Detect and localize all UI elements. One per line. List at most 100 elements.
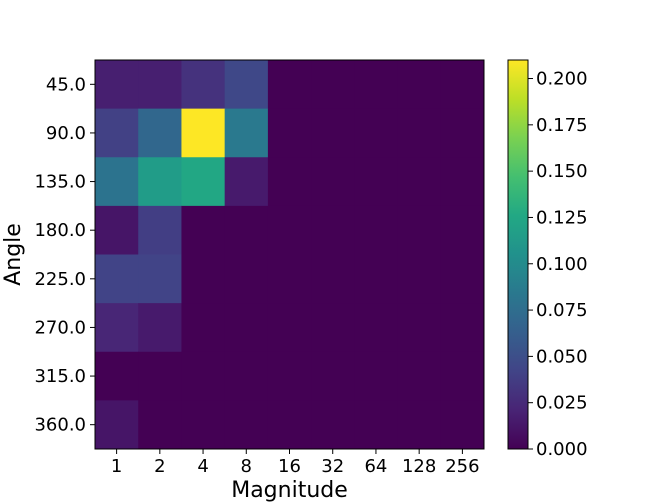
- heatmap-cell: [224, 254, 269, 304]
- colorbar-gradient: [508, 60, 528, 449]
- heatmap-cell: [95, 157, 139, 207]
- heatmap-cell: [311, 400, 355, 450]
- y-tick-label: 270.0: [34, 317, 86, 338]
- heatmap-cell: [224, 400, 269, 450]
- heatmap-cell: [311, 157, 355, 207]
- heatmap-cell: [397, 60, 442, 110]
- heatmap-cell: [397, 400, 442, 450]
- y-tick-label: 180.0: [34, 220, 86, 241]
- colorbar-tick-label: 0.200: [536, 69, 588, 90]
- heatmap-cell: [95, 108, 139, 158]
- heatmap-cell: [311, 108, 355, 158]
- colorbar-tick-label: 0.150: [536, 161, 588, 182]
- heatmap-cell: [397, 157, 442, 207]
- heatmap-cell: [95, 254, 139, 304]
- heatmap-cell: [267, 303, 312, 353]
- heatmap-cell: [138, 108, 182, 158]
- heatmap-cell: [95, 205, 139, 255]
- heatmap-cell: [267, 60, 312, 110]
- heatmap-cell: [267, 205, 312, 255]
- heatmap-cell: [181, 108, 226, 158]
- heatmap-cell: [354, 351, 399, 401]
- x-tick-label: 128: [402, 456, 436, 477]
- heatmap-cell: [224, 108, 269, 158]
- heatmap-cell: [181, 303, 226, 353]
- heatmap-cell: [267, 400, 312, 450]
- colorbar: 0.000 0.025 0.050 0.075 0.100 0.125 0.150 0.175…: [507, 59, 588, 460]
- heatmap-cell: [138, 157, 182, 207]
- x-axis: 1 2 4 8 16 32 64 128 256: [111, 449, 480, 477]
- heatmap-cell: [397, 351, 442, 401]
- heatmap-cell: [138, 400, 182, 450]
- heatmap-cell: [181, 254, 226, 304]
- colorbar-tick-label: 0.125: [536, 207, 588, 228]
- x-tick-label: 32: [321, 456, 344, 477]
- x-tick-label: 8: [241, 456, 252, 477]
- heatmap-cell: [354, 205, 399, 255]
- heatmap-cell: [181, 351, 226, 401]
- heatmap-cell: [440, 157, 485, 207]
- heatmap-cell: [440, 60, 485, 110]
- y-tick-label: 315.0: [34, 366, 86, 387]
- heatmap-cell: [224, 351, 269, 401]
- heatmap-cell: [95, 351, 139, 401]
- heatmap-cell: [181, 60, 226, 110]
- x-tick-label: 16: [278, 456, 301, 477]
- heatmap-cell: [267, 108, 312, 158]
- y-tick-label: 90.0: [46, 123, 86, 144]
- heatmap-cell: [181, 400, 226, 450]
- heatmap-cells: [95, 60, 485, 450]
- colorbar-tick-label: 0.025: [536, 393, 588, 414]
- y-axis: 45.0 90.0 135.0 180.0 225.0 270.0 315.0 360.0: [34, 74, 95, 436]
- heatmap-cell: [311, 60, 355, 110]
- y-tick-label: 225.0: [34, 269, 86, 290]
- heatmap-cell: [311, 205, 355, 255]
- heatmap-cell: [440, 108, 485, 158]
- heatmap-cell: [267, 254, 312, 304]
- y-tick-label: 135.0: [34, 172, 86, 193]
- heatmap-cell: [311, 303, 355, 353]
- heatmap-cell: [138, 303, 182, 353]
- colorbar-tick-label: 0.175: [536, 115, 588, 136]
- heatmap-cell: [267, 351, 312, 401]
- heatmap-cell: [181, 205, 226, 255]
- heatmap-cell: [354, 157, 399, 207]
- heatmap-cell: [354, 303, 399, 353]
- heatmap-cell: [397, 205, 442, 255]
- heatmap-cell: [95, 60, 139, 110]
- heatmap-cell: [311, 254, 355, 304]
- x-tick-label: 2: [154, 456, 165, 477]
- heatmap-cell: [354, 108, 399, 158]
- heatmap-cell: [224, 60, 269, 110]
- heatmap-cell: [311, 351, 355, 401]
- heatmap-cell: [224, 205, 269, 255]
- x-axis-label: Magnitude: [231, 478, 348, 503]
- colorbar-tick-label: 0.000: [536, 439, 588, 460]
- heatmap-cell: [138, 205, 182, 255]
- y-axis-label: Angle: [1, 223, 26, 286]
- heatmap-cell: [440, 254, 485, 304]
- y-tick-label: 45.0: [46, 74, 86, 95]
- x-tick-label: 4: [197, 456, 208, 477]
- heatmap-cell: [354, 254, 399, 304]
- heatmap-cell: [138, 60, 182, 110]
- heatmap-cell: [138, 351, 182, 401]
- heatmap-cell: [95, 400, 139, 450]
- x-tick-label: 1: [111, 456, 122, 477]
- heatmap-cell: [397, 254, 442, 304]
- x-tick-label: 64: [364, 456, 387, 477]
- heatmap-cell: [224, 303, 269, 353]
- heatmap-cell: [181, 157, 226, 207]
- colorbar-tick-label: 0.050: [536, 346, 588, 367]
- colorbar-tick-label: 0.100: [536, 254, 588, 275]
- heatmap-cell: [397, 108, 442, 158]
- x-tick-label: 256: [445, 456, 479, 477]
- colorbar-frame: [507, 59, 529, 450]
- heatmap-cell: [397, 303, 442, 353]
- colorbar-ticks: 0.000 0.025 0.050 0.075 0.100 0.125 0.150 0.175…: [528, 69, 588, 460]
- heatmap-cell: [440, 205, 485, 255]
- heatmap-cell: [440, 400, 485, 450]
- heatmap-cell: [354, 60, 399, 110]
- colorbar-tick-label: 0.075: [536, 300, 588, 321]
